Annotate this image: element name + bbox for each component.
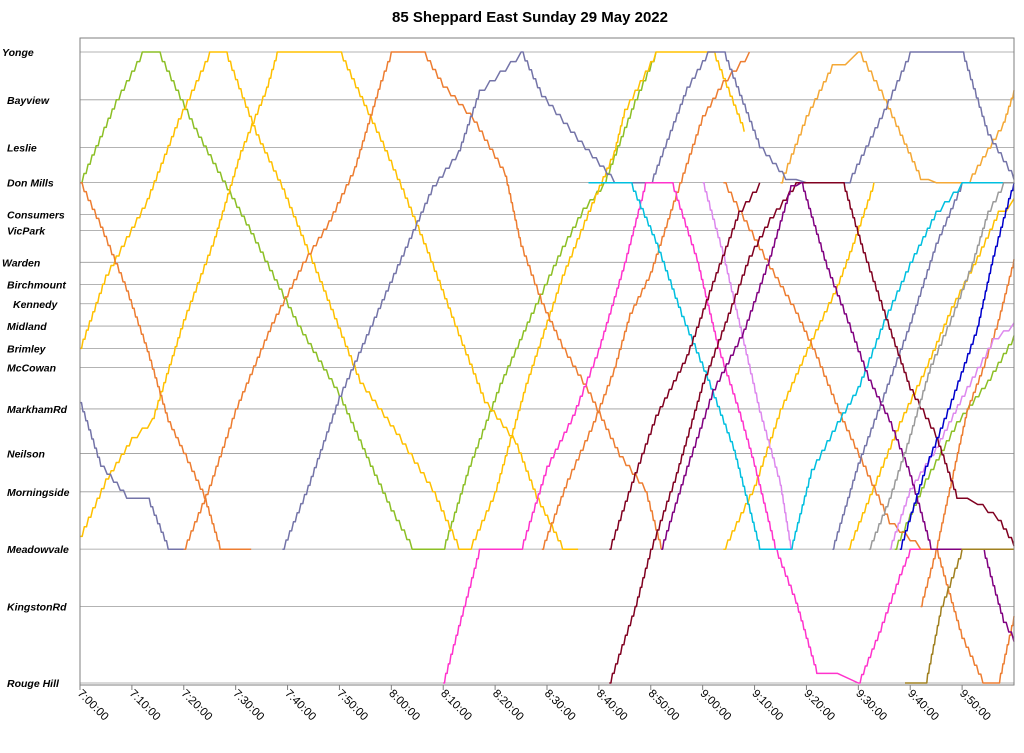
trip-line-12 [780,51,1015,184]
x-tick-label: 7:50:00 [334,688,370,724]
x-tick-label: 8:50:00 [646,688,682,724]
stop-label: Neilson [7,449,45,461]
trip-series [80,51,1015,684]
trip-line-5 [723,182,875,550]
stop-label: Leslie [7,143,37,155]
stop-label: Meadowvale [7,544,69,556]
stop-label: Don Mills [7,178,54,190]
trip-line-10 [723,181,1015,684]
trip-line-18 [889,322,1015,550]
stop-label: McCowan [7,363,56,375]
x-tick-label: 7:20:00 [179,688,215,724]
plot-frame [79,37,1015,686]
stop-label: Kennedy [13,299,59,311]
stop-label: Birchmount [7,280,66,292]
trip-line-16 [443,181,921,684]
trip-line-13 [80,401,184,550]
x-tick-label: 7:10:00 [127,688,163,724]
trip-line-23 [801,181,1015,642]
x-tick-label: 9:30:00 [853,688,889,724]
x-tick-label: 7:30:00 [231,688,267,724]
trip-line-22 [661,182,802,550]
trip-line-9 [541,51,751,550]
x-tick-label: 9:10:00 [749,688,785,724]
x-tick-label: 8:20:00 [490,688,526,724]
trip-line-19 [588,181,1014,550]
x-tick-label: 9:40:00 [905,688,941,724]
chart-title: 85 Sheppard East Sunday 29 May 2022 [392,9,668,26]
trip-line-2 [894,335,1015,550]
x-tick-label: 8:30:00 [542,688,578,724]
trip-line-0 [80,51,605,550]
stop-label: Warden [2,257,40,269]
trip-line-26 [905,548,1014,684]
trip-line-17 [702,181,792,550]
stop-label: VicPark [7,225,46,237]
x-tick-label: 9:00:00 [698,688,734,724]
trip-line-15 [832,182,963,550]
x-tick-label: 8:10:00 [438,688,474,724]
stop-label: Yonge [2,47,34,59]
trip-line-21 [609,182,761,550]
stop-label: Consumers [7,210,65,222]
x-tick-label: 8:40:00 [594,688,630,724]
gridlines [80,51,1014,684]
trip-line-7 [80,181,252,550]
x-tick-label: 7:00:00 [75,688,111,724]
trip-line-20 [609,181,1015,684]
stop-label: Bayview [7,95,50,107]
x-tick-labels: 7:00:00 7:10:00 7:20:00 7:30:00 7:40:00 7:50:… [75,685,993,723]
trip-line-24 [899,182,1015,550]
trip-line-1 [604,51,657,184]
x-tick-label: 9:20:00 [801,688,837,724]
stop-label: Rouge Hill [7,678,60,690]
trip-line-14 [282,51,1015,550]
trip-line-4 [80,51,579,550]
stop-labels: Yonge Bayview Leslie Don Mills Consumers VicP… [2,47,70,690]
trip-line-3 [80,51,745,550]
stop-label: Brimley [7,343,47,355]
x-tick-label: 8:00:00 [386,688,422,724]
trip-line-6 [848,198,1015,550]
trip-line-8 [183,51,662,550]
stop-label: KingstonRd [7,602,67,614]
x-tick-label: 7:40:00 [282,688,318,724]
stop-label: MarkhamRd [7,404,68,416]
stop-label: Midland [7,321,47,333]
x-tick-label: 9:50:00 [957,688,993,724]
trip-line-25 [868,181,1014,550]
stop-label: Morningside [7,487,70,499]
